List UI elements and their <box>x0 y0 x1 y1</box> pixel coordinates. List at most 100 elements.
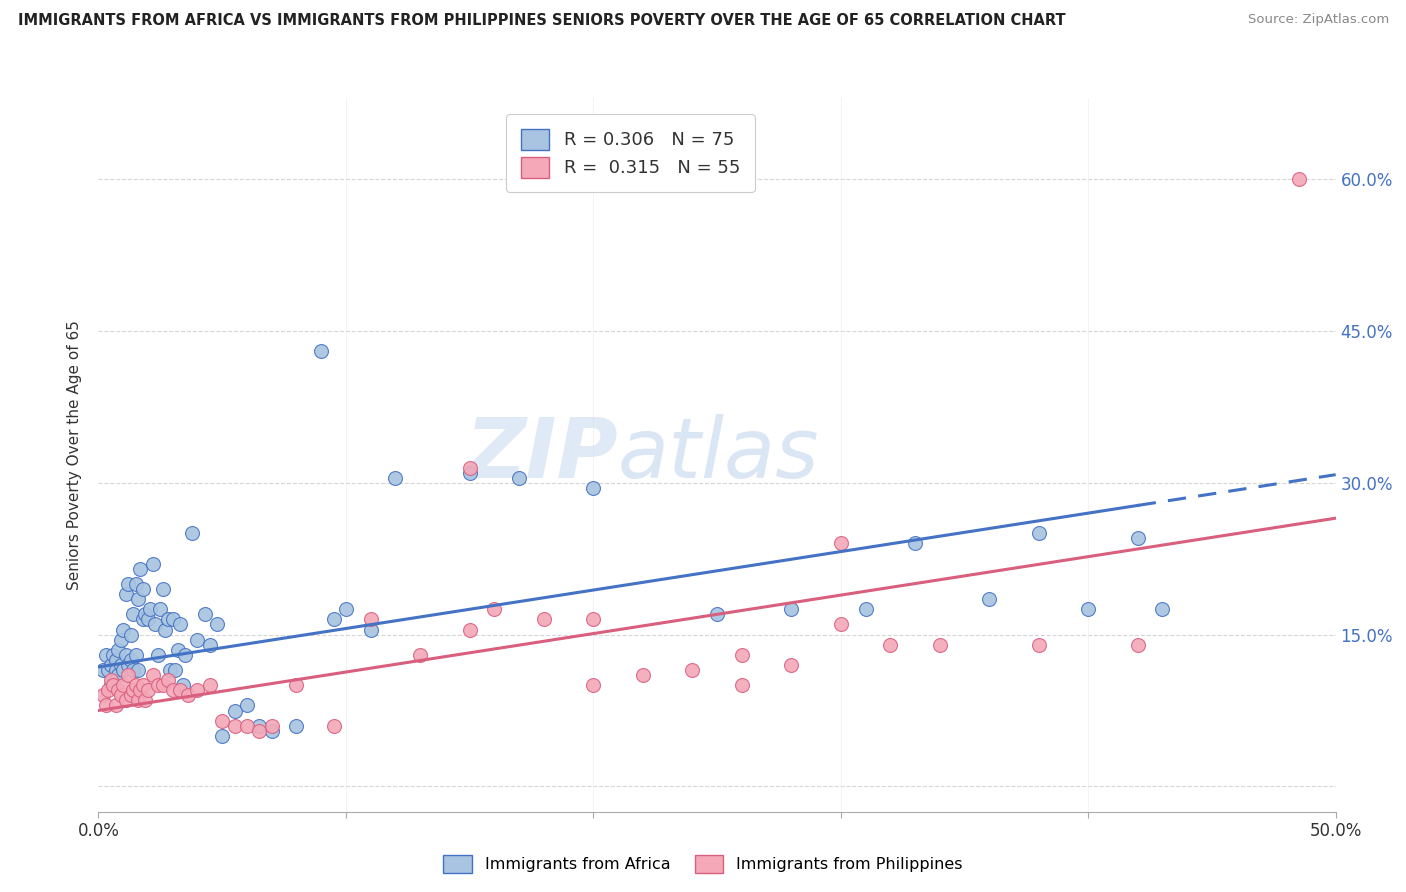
Point <box>172 678 194 692</box>
Point <box>100 678 122 692</box>
Point <box>879 638 901 652</box>
Point <box>93 663 115 677</box>
Point <box>114 648 136 662</box>
Point <box>104 653 127 667</box>
Point <box>142 668 165 682</box>
Point <box>211 714 233 728</box>
Point <box>1077 602 1099 616</box>
Point <box>142 557 165 571</box>
Point <box>260 719 283 733</box>
Point <box>631 668 654 682</box>
Point <box>110 657 132 672</box>
Point <box>186 632 208 647</box>
Point <box>458 460 481 475</box>
Point <box>322 719 344 733</box>
Legend: Immigrants from Africa, Immigrants from Philippines: Immigrants from Africa, Immigrants from … <box>437 848 969 880</box>
Text: IMMIGRANTS FROM AFRICA VS IMMIGRANTS FROM PHILIPPINES SENIORS POVERTY OVER THE A: IMMIGRANTS FROM AFRICA VS IMMIGRANTS FRO… <box>18 13 1066 29</box>
Point <box>152 582 174 596</box>
Point <box>533 612 555 626</box>
Point <box>830 536 852 550</box>
Point <box>322 612 344 626</box>
Point <box>169 617 191 632</box>
Point <box>205 617 228 632</box>
Point <box>134 693 156 707</box>
Point <box>409 648 432 662</box>
Y-axis label: Seniors Poverty Over the Age of 65: Seniors Poverty Over the Age of 65 <box>67 320 83 590</box>
Point <box>855 602 877 616</box>
Point <box>458 623 481 637</box>
Point <box>149 602 172 616</box>
Point <box>484 602 506 616</box>
Point <box>904 536 927 550</box>
Point <box>117 657 139 672</box>
Point <box>681 663 703 677</box>
Text: ZIP: ZIP <box>465 415 619 495</box>
Point <box>129 562 152 576</box>
Legend: R = 0.306   N = 75, R =  0.315   N = 55: R = 0.306 N = 75, R = 0.315 N = 55 <box>506 114 755 192</box>
Point <box>132 612 155 626</box>
Point <box>120 689 142 703</box>
Point <box>285 678 308 692</box>
Point <box>107 668 129 682</box>
Point <box>236 698 259 713</box>
Point <box>104 698 127 713</box>
Point <box>112 623 135 637</box>
Point <box>127 693 149 707</box>
Point <box>112 663 135 677</box>
Point <box>360 623 382 637</box>
Point <box>979 592 1001 607</box>
Point <box>159 663 181 677</box>
Point <box>162 612 184 626</box>
Point <box>1152 602 1174 616</box>
Point <box>122 683 145 698</box>
Point <box>830 617 852 632</box>
Point <box>132 678 155 692</box>
Point <box>285 719 308 733</box>
Text: atlas: atlas <box>619 415 820 495</box>
Point <box>1126 532 1149 546</box>
Point <box>134 607 156 622</box>
Point <box>156 612 179 626</box>
Point <box>186 683 208 698</box>
Point <box>156 673 179 687</box>
Point <box>146 678 169 692</box>
Point <box>260 723 283 738</box>
Point <box>458 466 481 480</box>
Point <box>132 582 155 596</box>
Point <box>114 693 136 707</box>
Point <box>114 587 136 601</box>
Point <box>731 678 754 692</box>
Point <box>181 526 204 541</box>
Point <box>120 653 142 667</box>
Point <box>120 627 142 641</box>
Point <box>94 698 117 713</box>
Text: Source: ZipAtlas.com: Source: ZipAtlas.com <box>1249 13 1389 27</box>
Point <box>165 663 187 677</box>
Point <box>100 657 122 672</box>
Point <box>360 612 382 626</box>
Point <box>1288 172 1310 186</box>
Point <box>928 638 950 652</box>
Point <box>582 612 605 626</box>
Point <box>731 648 754 662</box>
Point <box>107 683 129 698</box>
Point <box>1028 638 1050 652</box>
Point <box>174 648 197 662</box>
Point <box>236 719 259 733</box>
Point <box>211 729 233 743</box>
Point <box>136 683 159 698</box>
Point <box>166 642 188 657</box>
Point <box>194 607 217 622</box>
Point <box>103 673 125 687</box>
Point <box>100 673 122 687</box>
Point <box>117 668 139 682</box>
Point <box>162 683 184 698</box>
Point <box>582 678 605 692</box>
Point <box>124 678 146 692</box>
Point <box>247 719 270 733</box>
Point <box>124 648 146 662</box>
Point <box>335 602 357 616</box>
Point <box>136 612 159 626</box>
Point <box>124 577 146 591</box>
Point <box>152 678 174 692</box>
